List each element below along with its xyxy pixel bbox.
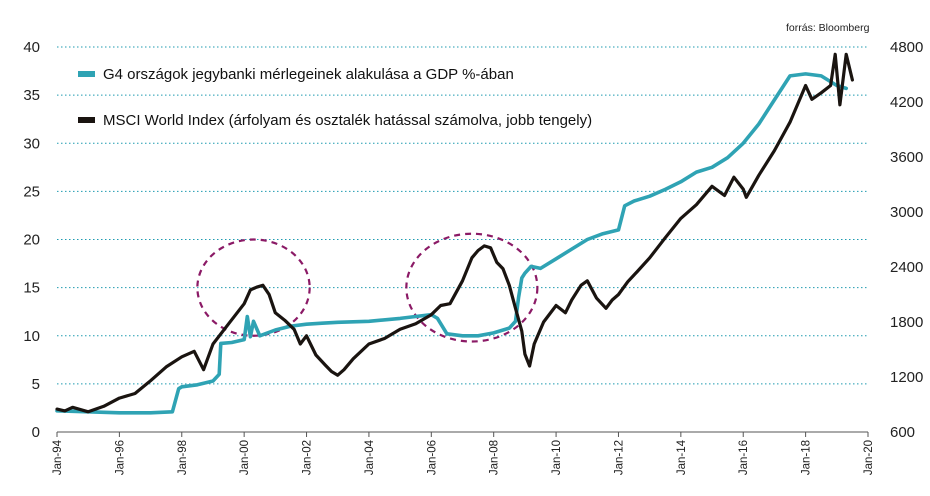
x-tick-label: Jan-10 <box>551 440 563 475</box>
series-line-g4 <box>55 72 849 415</box>
y-left-tick-label: 30 <box>23 135 40 152</box>
x-tick-label: Jan-98 <box>177 440 189 475</box>
highlight-layer <box>196 232 539 343</box>
y-left-tick-label: 10 <box>23 328 40 345</box>
x-tick-label: Jan-94 <box>52 439 64 475</box>
y-left-tick-label: 40 <box>23 39 40 56</box>
y-right-tick-label: 1200 <box>890 369 923 386</box>
legend-label-msci: MSCI World Index (árfolyam és osztalék h… <box>103 112 592 129</box>
highlight-circle <box>405 232 539 343</box>
legend: G4 országok jegybanki mérlegeinek alakul… <box>78 66 592 129</box>
x-tick-label: Jan-04 <box>364 439 376 475</box>
x-tick-label: Jan-16 <box>738 440 750 475</box>
y-right-tick-label: 4800 <box>890 39 923 56</box>
series-line-msci <box>55 52 855 414</box>
x-tick-label: Jan-06 <box>426 440 438 475</box>
x-tick-label: Jan-18 <box>801 440 813 475</box>
x-tick-label: Jan-00 <box>239 440 251 475</box>
highlight-circle <box>196 238 311 337</box>
y-left-tick-label: 15 <box>23 280 40 297</box>
y-left-tick-label: 25 <box>23 183 40 200</box>
series-layer <box>55 52 855 415</box>
y-right-tick-label: 600 <box>890 424 915 441</box>
x-tick-label: Jan-20 <box>863 440 875 475</box>
y-right-tick-label: 3600 <box>890 149 923 166</box>
x-tick-label: Jan-08 <box>489 440 501 475</box>
x-tick-label: Jan-14 <box>676 439 688 475</box>
y-left-tick-label: 5 <box>32 376 40 393</box>
y-right-tick-label: 4200 <box>890 94 923 111</box>
legend-label-g4: G4 országok jegybanki mérlegeinek alakul… <box>103 66 514 83</box>
x-tick-label: Jan-02 <box>302 440 314 475</box>
source-label: forrás: Bloomberg <box>786 22 870 34</box>
grid-layer <box>57 46 868 385</box>
y-left-tick-label: 20 <box>23 232 40 249</box>
x-tick-label: Jan-96 <box>114 440 126 475</box>
y-right-tick-label: 2400 <box>890 259 923 276</box>
y-right-tick-label: 1800 <box>890 314 923 331</box>
y-left-tick-label: 35 <box>23 87 40 104</box>
x-tick-label: Jan-12 <box>613 440 625 475</box>
y-left-tick-label: 0 <box>32 424 40 441</box>
y-right-tick-label: 3000 <box>890 204 923 221</box>
axis-layer: 0 5 10 15 20 25 30 35 40 600 1200 1800 2400 3000 3600 4… <box>23 39 923 475</box>
